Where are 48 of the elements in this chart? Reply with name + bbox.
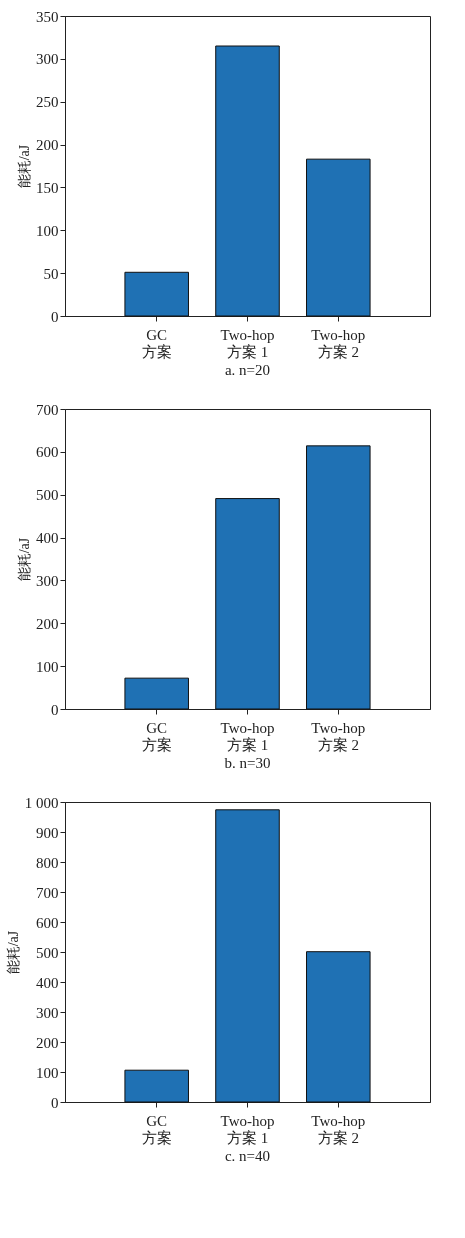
y-tick-label: 350 — [36, 8, 59, 25]
y-tick-label: 300 — [36, 572, 59, 589]
text: a. n=20 — [224, 362, 271, 378]
y-tick-label: 500 — [36, 944, 59, 961]
y-tick-label: 200 — [36, 1034, 59, 1051]
y-axis-title: 能耗/aJ — [17, 144, 32, 189]
y-tick-label: 1 000 — [24, 794, 59, 811]
y-tick-label: 150 — [36, 179, 59, 196]
text: c. n=40 — [224, 1148, 271, 1164]
x-tick-label: GC 方案 — [141, 719, 172, 753]
y-tick-label: 100 — [36, 222, 59, 239]
bar — [124, 1069, 189, 1103]
y-tick-label: 700 — [36, 401, 59, 418]
bar — [306, 158, 371, 317]
y-tick-label: 250 — [36, 94, 59, 111]
y-tick-label: 50 — [43, 265, 59, 282]
x-tick-label: GC 方案 — [141, 1112, 172, 1146]
y-tick-label: 100 — [36, 658, 59, 675]
bar — [306, 445, 371, 710]
x-tick-label: Two-hop 方案 2 — [311, 326, 366, 360]
y-tick-label: 900 — [36, 824, 59, 841]
y-tick-label: 0 — [51, 1094, 59, 1111]
bar — [124, 271, 189, 317]
bar — [215, 809, 280, 1103]
y-tick-label: 600 — [36, 444, 59, 461]
y-tick-label: 400 — [36, 530, 59, 547]
x-tick-label: Two-hop 方案 2 — [311, 1112, 366, 1146]
bar — [124, 677, 189, 710]
y-tick-label: 600 — [36, 914, 59, 931]
y-axis-title: 能耗/aJ — [17, 537, 32, 582]
y-tick-label: 800 — [36, 854, 59, 871]
y-tick-label: 100 — [36, 1064, 59, 1081]
y-tick-label: 400 — [36, 974, 59, 991]
x-tick-label: GC 方案 — [141, 326, 172, 360]
y-axis-title: 能耗/aJ — [5, 930, 21, 975]
y-tick-label: 200 — [36, 615, 59, 632]
y-tick-label: 0 — [51, 701, 59, 718]
y-tick-label: 300 — [36, 1004, 59, 1021]
y-tick-label: 300 — [36, 51, 59, 68]
text: b. n=30 — [224, 755, 271, 771]
bar — [306, 951, 371, 1103]
bar — [215, 498, 280, 710]
y-tick-label: 700 — [36, 884, 59, 901]
y-tick-label: 0 — [51, 308, 59, 325]
x-tick-label: Two-hop 方案 2 — [311, 719, 366, 753]
y-tick-label: 500 — [36, 487, 59, 504]
bar — [215, 45, 280, 317]
y-tick-label: 200 — [36, 137, 59, 154]
